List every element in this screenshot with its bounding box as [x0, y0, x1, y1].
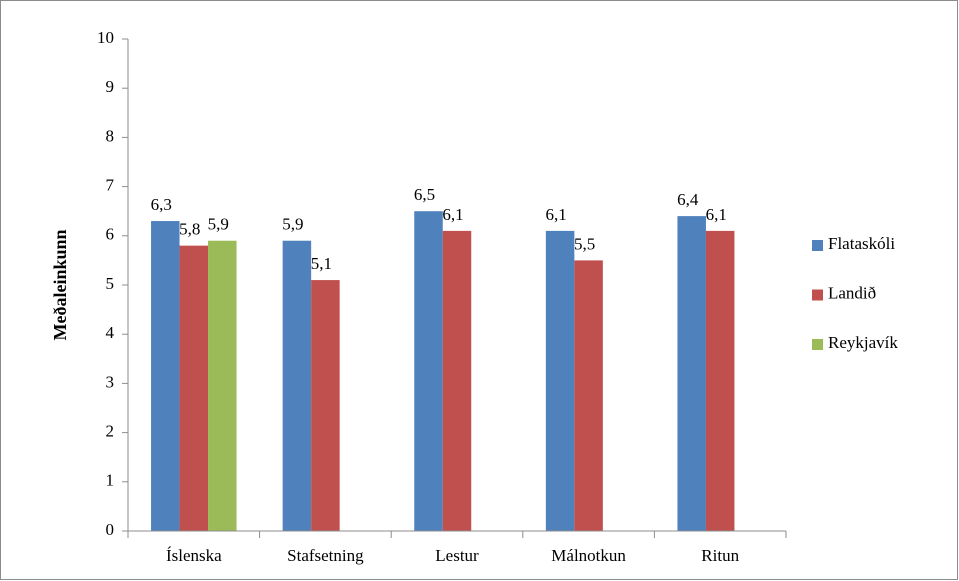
y-tick-label: 8	[106, 126, 115, 145]
bar	[311, 280, 340, 531]
data-label: 6,4	[677, 190, 699, 209]
data-label: 6,1	[442, 205, 463, 224]
y-tick-label: 3	[106, 372, 115, 391]
y-axis-label: Meðaleinkunn	[50, 229, 70, 340]
x-tick-label: Ritun	[701, 546, 739, 565]
legend-swatch	[812, 240, 823, 251]
y-tick-label: 9	[106, 77, 115, 96]
y-tick-label: 0	[106, 520, 115, 539]
data-label: 6,1	[706, 205, 727, 224]
data-label: 5,9	[282, 215, 303, 234]
bar	[151, 221, 180, 532]
bar	[442, 230, 472, 531]
x-tick-label: Lestur	[435, 546, 479, 565]
y-tick-label: 6	[106, 225, 115, 244]
legend-label: Landið	[828, 283, 876, 302]
x-tick-label: Stafsetning	[287, 546, 364, 565]
data-label: 5,5	[574, 234, 595, 253]
y-tick-label: 7	[106, 176, 115, 195]
bar	[414, 211, 443, 531]
y-tick-label: 4	[106, 323, 115, 342]
x-tick-label: Íslenska	[166, 546, 222, 565]
legend-swatch	[812, 289, 823, 301]
data-label: 5,8	[179, 220, 200, 239]
y-tick-label: 1	[106, 471, 115, 490]
bar	[179, 245, 209, 531]
bar	[574, 260, 603, 531]
x-tick-label: Málnotkun	[551, 546, 626, 565]
y-tick-label: 5	[106, 274, 115, 293]
y-tick-label: 2	[106, 422, 115, 441]
legend-label: Flataskóli	[828, 234, 895, 253]
bar	[282, 240, 312, 531]
data-label: 6,5	[414, 185, 435, 204]
data-label: 6,3	[151, 195, 172, 214]
legend-swatch	[812, 339, 823, 350]
data-label: 6,1	[545, 205, 566, 224]
bar	[677, 216, 706, 531]
bar	[545, 230, 575, 531]
legend-label: Reykjavík	[828, 333, 898, 352]
bar	[705, 230, 735, 531]
data-label: 5,1	[311, 254, 332, 273]
data-label: 5,9	[208, 215, 229, 234]
bar	[208, 240, 237, 531]
y-tick-label: 10	[97, 28, 114, 47]
